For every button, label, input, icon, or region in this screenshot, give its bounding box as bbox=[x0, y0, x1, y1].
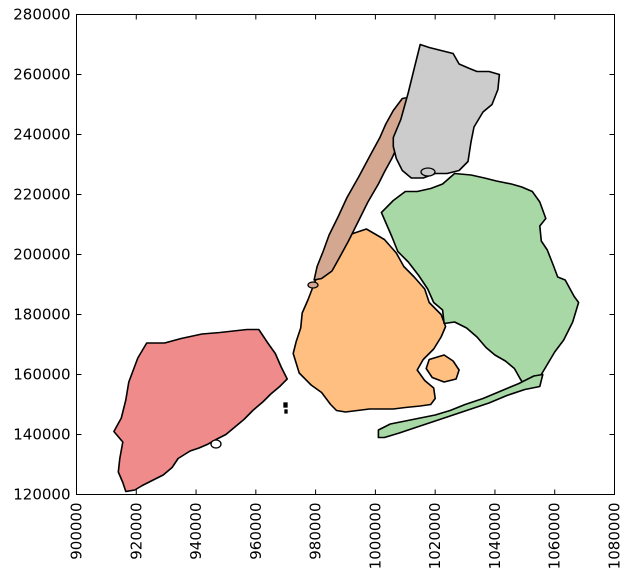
region-staten-island bbox=[114, 330, 287, 492]
x-tick-label: 940000 bbox=[187, 503, 205, 560]
rikers-island bbox=[211, 440, 221, 448]
x-tick-label: 1060000 bbox=[546, 503, 564, 570]
y-tick-label: 260000 bbox=[13, 66, 70, 84]
governors-island bbox=[308, 282, 318, 288]
x-tick-label: 1040000 bbox=[486, 503, 504, 570]
y-tick-label: 240000 bbox=[13, 126, 70, 144]
x-tick-label: 1020000 bbox=[426, 503, 444, 570]
x-tick-label: 920000 bbox=[127, 503, 145, 560]
map-regions bbox=[114, 45, 579, 492]
y-tick-label: 180000 bbox=[13, 306, 70, 324]
x-tick-label: 980000 bbox=[307, 503, 325, 560]
roosevelt-island bbox=[421, 168, 435, 176]
ellis-island bbox=[284, 403, 287, 407]
x-tick-label: 960000 bbox=[247, 503, 265, 560]
y-tick-label: 220000 bbox=[13, 186, 70, 204]
y-tick-label: 120000 bbox=[13, 486, 70, 504]
region-jamaica-bay-islands bbox=[426, 355, 459, 382]
y-tick-label: 140000 bbox=[13, 426, 70, 444]
liberty-island bbox=[285, 410, 287, 413]
y-tick-label: 200000 bbox=[13, 246, 70, 264]
x-tick-label: 1000000 bbox=[366, 503, 384, 570]
y-tick-label: 280000 bbox=[13, 6, 70, 24]
x-tick-label: 1080000 bbox=[606, 503, 624, 570]
y-tick-label: 160000 bbox=[13, 366, 70, 384]
x-tick-label: 900000 bbox=[68, 503, 86, 560]
region-bronx bbox=[393, 45, 499, 179]
